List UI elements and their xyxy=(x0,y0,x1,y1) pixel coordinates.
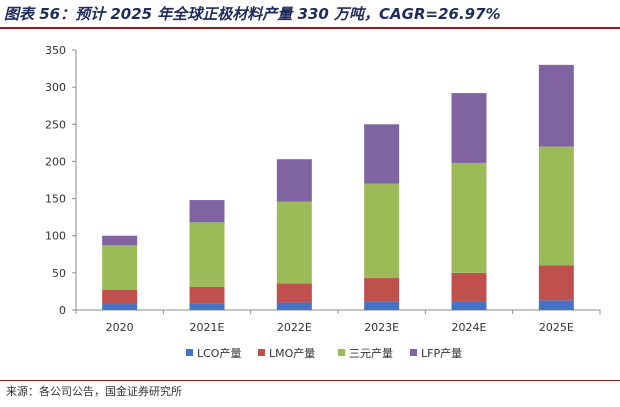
x-tick-label: 2021E xyxy=(190,321,225,334)
bar-segment xyxy=(102,245,138,290)
bar-segment xyxy=(276,201,312,284)
legend-label: LCO产量 xyxy=(197,346,241,360)
bar-segment xyxy=(102,304,138,310)
x-tick-label: 2025E xyxy=(539,321,574,334)
bar-segment xyxy=(276,159,312,202)
bar-segment xyxy=(538,146,574,266)
y-tick-label: 100 xyxy=(45,230,66,243)
legend-label: LFP产量 xyxy=(421,346,462,360)
x-tick-label: 2024E xyxy=(452,321,487,334)
bar-segment xyxy=(451,162,487,273)
legend-label: 三元产量 xyxy=(349,346,393,360)
y-tick-label: 300 xyxy=(45,81,66,94)
bar-segment xyxy=(364,124,400,184)
source-divider xyxy=(0,380,620,381)
bar-segment xyxy=(538,64,574,147)
x-tick-label: 2022E xyxy=(277,321,312,334)
bar-segment xyxy=(538,300,574,310)
title-divider xyxy=(0,27,620,29)
y-tick-label: 50 xyxy=(52,267,66,280)
legend-swatch xyxy=(338,349,345,356)
y-tick-label: 250 xyxy=(45,118,66,131)
figure-title: 图表 56：预计 2025 年全球正极材料产量 330 万吨，CAGR=26.9… xyxy=(4,5,501,23)
legend-label: LMO产量 xyxy=(269,346,315,360)
bar-segment xyxy=(102,289,138,305)
bar-segment xyxy=(451,272,487,302)
bar-segment xyxy=(189,222,225,287)
y-tick-label: 0 xyxy=(59,304,66,317)
x-tick-label: 2023E xyxy=(364,321,399,334)
bar-segment xyxy=(189,286,225,304)
bar-segment xyxy=(364,301,400,310)
legend-swatch xyxy=(258,349,265,356)
stacked-bar-chart: 0 50 100 150 200 250 300 350 2020 2021E 2022E 2023… xyxy=(45,44,601,360)
bar-segment xyxy=(189,200,225,223)
bars xyxy=(102,64,574,310)
bar-segment xyxy=(451,301,487,310)
x-axis: 2020 2021E 2022E 2023E 2024E 2025E xyxy=(75,309,601,334)
bar-segment xyxy=(102,235,138,246)
bar-segment xyxy=(364,278,400,302)
x-tick-label: 2020 xyxy=(106,321,134,334)
source-note: 来源：各公司公告，国金证券研究所 xyxy=(6,385,182,398)
y-axis: 0 50 100 150 200 250 300 350 xyxy=(45,44,77,317)
y-tick-label: 150 xyxy=(45,193,66,206)
bar-segment xyxy=(189,303,225,310)
legend: LCO产量 LMO产量 三元产量 LFP产量 xyxy=(186,346,462,360)
bar-segment xyxy=(451,93,487,163)
legend-swatch xyxy=(410,349,417,356)
y-tick-label: 350 xyxy=(45,44,66,57)
bar-segment xyxy=(276,302,312,310)
bar-segment xyxy=(276,283,312,303)
legend-swatch xyxy=(186,349,193,356)
bar-segment xyxy=(364,183,400,279)
y-tick-label: 200 xyxy=(45,155,66,168)
bar-segment xyxy=(538,265,574,301)
